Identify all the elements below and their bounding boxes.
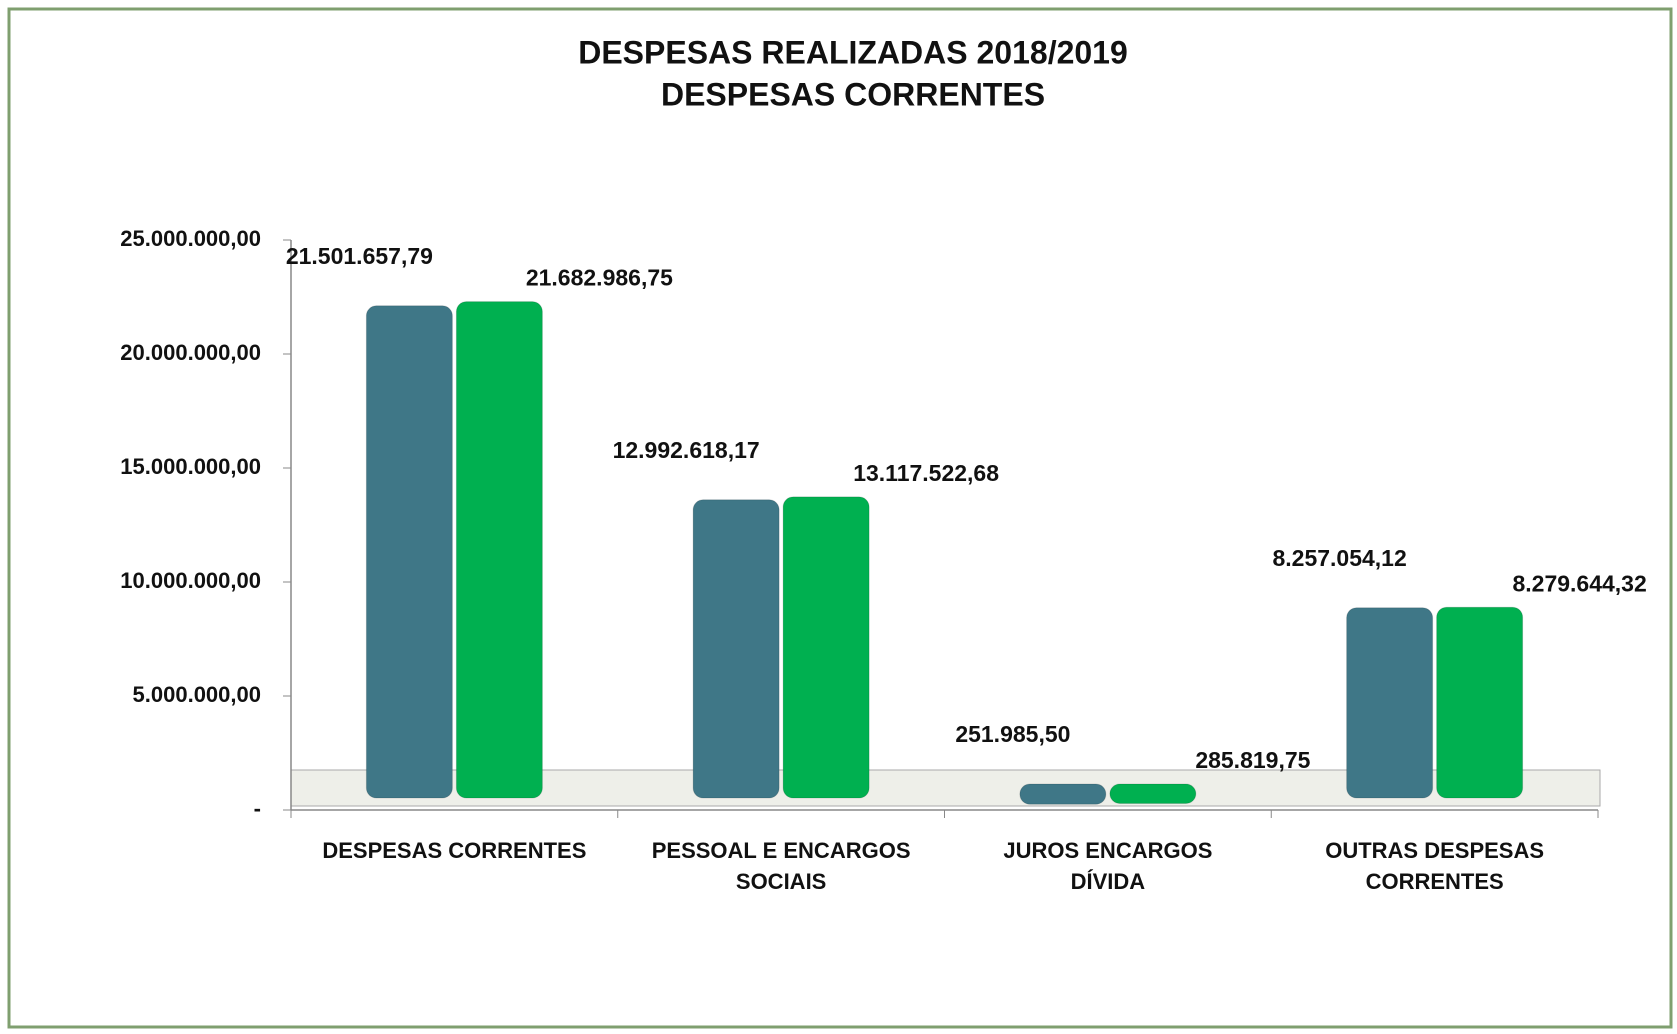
- data-label: 21.682.986,75: [526, 265, 673, 291]
- chart-subtitle: DESPESAS CORRENTES: [661, 76, 1045, 112]
- y-tick-label: 15.000.000,00: [120, 454, 261, 479]
- y-tick-label: 25.000.000,00: [120, 226, 261, 251]
- data-label: 21.501.657,79: [286, 243, 433, 269]
- data-label: 13.117.522,68: [853, 460, 999, 486]
- x-tick-label: PESSOAL E ENCARGOS SOCIAIS: [652, 838, 911, 894]
- bar: [365, 305, 453, 799]
- bar: [692, 499, 780, 799]
- x-tick-label: OUTRAS DESPESAS CORRENTES: [1325, 838, 1544, 894]
- y-tick-label: 20.000.000,00: [120, 340, 261, 365]
- bar: [1109, 783, 1197, 804]
- y-tick-label: 5.000.000,00: [133, 682, 261, 707]
- chart-title: DESPESAS REALIZADAS 2018/2019: [578, 34, 1128, 70]
- data-label: 8.279.644,32: [1512, 570, 1646, 596]
- bar: [1019, 783, 1107, 805]
- data-label: 8.257.054,12: [1272, 545, 1406, 571]
- bar: [1436, 606, 1524, 799]
- x-tick-label: JUROS ENCARGOS DÍVIDA: [1003, 838, 1212, 894]
- data-label: 251.985,50: [955, 721, 1070, 747]
- bar: [1346, 607, 1434, 799]
- x-tick-label: DESPESAS CORRENTES: [322, 838, 586, 863]
- y-tick-label: -: [254, 796, 261, 821]
- y-tick-label: 10.000.000,00: [120, 568, 261, 593]
- data-label: 285.819,75: [1195, 747, 1310, 773]
- data-label: 12.992.618,17: [613, 437, 760, 463]
- bar: [455, 301, 543, 799]
- bar: [782, 496, 870, 799]
